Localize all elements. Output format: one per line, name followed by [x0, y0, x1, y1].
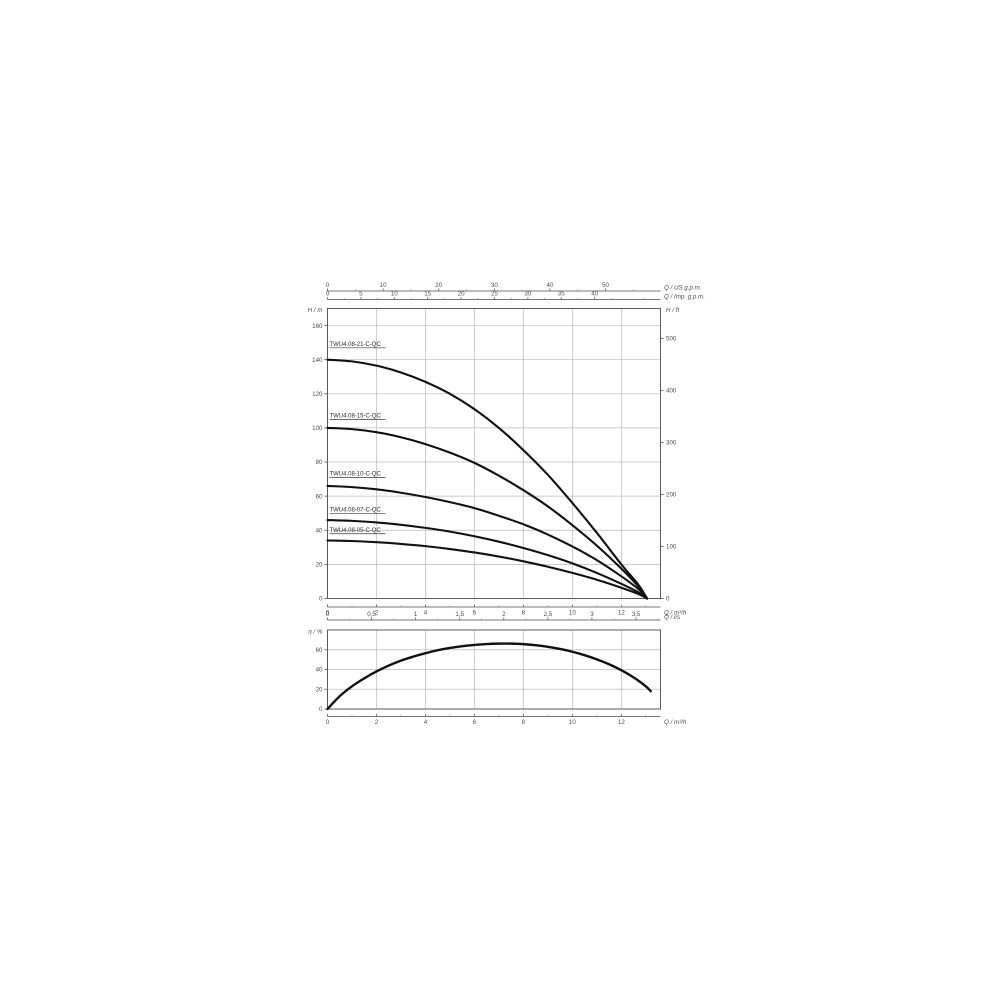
m3h-tick-label-top: 0 [326, 610, 330, 617]
head-y-tick-label: 0 [319, 596, 323, 603]
m3h-tick-label-top: 6 [473, 610, 477, 617]
eff-y-tick-label: 60 [316, 647, 323, 654]
head-yft-tick-label: 400 [666, 388, 677, 395]
usgpm-tick-label: 0 [326, 282, 330, 289]
m3h-tick-label-bottom: 0 [326, 719, 330, 726]
usgpm-tick-label: 50 [602, 282, 609, 289]
head-y-tick-label: 80 [316, 459, 323, 466]
ls-tick-label-upper: 0 [326, 611, 330, 618]
head-yft-tick-label: 0 [666, 596, 670, 603]
impgpm-axis-title: Q / Imp. g.p.m. [664, 293, 705, 300]
eff-y-tick-label: 20 [316, 686, 323, 693]
head-curve-5 [326, 539, 649, 600]
ls-tick-label-upper: 3 [590, 611, 594, 618]
ls-tick-label-upper: 0,5 [367, 611, 376, 618]
eff-y-tick-label: 0 [319, 706, 323, 713]
head-yft-tick-label: 100 [666, 544, 677, 551]
impgpm-tick-label: 5 [359, 291, 363, 298]
m3h-tick-label-bottom: 12 [618, 719, 625, 726]
head-curve-3 [326, 484, 649, 600]
m3h-tick-label-top: 12 [618, 610, 625, 617]
m3h-tick-label-top: 8 [522, 610, 526, 617]
head-yft-tick-label: 500 [666, 336, 677, 343]
head-plot-frame [327, 308, 661, 599]
impgpm-tick-label: 0 [326, 291, 330, 298]
ls-tick-label-upper: 3,5 [632, 611, 641, 618]
usgpm-tick-label: 20 [435, 282, 442, 289]
head-yft-axis-title: H / ft [666, 307, 679, 314]
head-curve-label-5: TWU4.08-05-C-QC [329, 528, 381, 534]
head-y-tick-label: 140 [312, 357, 323, 364]
head-curve-label-2: TWU4.08-15-C-QC [329, 414, 381, 420]
usgpm-tick-label: 10 [380, 282, 387, 289]
m3h-tick-label-bottom: 6 [473, 719, 477, 726]
head-y-tick-label: 20 [316, 562, 323, 569]
head-curve-label-3: TWU4.08-10-C-QC [329, 472, 381, 478]
impgpm-tick-label: 15 [424, 291, 431, 298]
eff-plot-frame [327, 629, 661, 710]
ls-tick-label-upper: 1,5 [455, 611, 464, 618]
eff-y-tick-label: 40 [316, 667, 323, 674]
m3h-tick-label-bottom: 4 [424, 719, 428, 726]
head-y-axis-title: H / m [308, 307, 323, 314]
impgpm-tick-label: 35 [558, 291, 565, 298]
head-yft-tick-label: 200 [666, 492, 677, 499]
m3h-axis-title-bottom: Q / m³/h [664, 719, 687, 726]
m3h-tick-label-bottom: 10 [569, 719, 576, 726]
usgpm-axis-title: Q / US g.p.m. [664, 285, 701, 292]
ls-tick-label-upper: 2 [502, 611, 506, 618]
head-y-tick-label: 100 [312, 425, 323, 432]
head-curve-1 [326, 358, 649, 600]
impgpm-tick-label: 40 [591, 291, 598, 298]
head-y-tick-label: 160 [312, 323, 323, 330]
head-curve-label-4: TWU4.08-07-C-QC [329, 508, 381, 514]
m3h-tick-label-top: 2 [375, 610, 379, 617]
ls-tick-label-upper: 1 [414, 611, 418, 618]
head-y-tick-label: 60 [316, 493, 323, 500]
m3h-tick-label-bottom: 8 [522, 719, 526, 726]
m3h-axis-title-top: Q / m³/h [664, 610, 687, 617]
impgpm-tick-label: 10 [391, 291, 398, 298]
ls-axis-title-upper: Q / l/s [664, 614, 680, 621]
impgpm-tick-label: 30 [524, 291, 531, 298]
head-y-tick-label: 40 [316, 527, 323, 534]
ls-tick-label-upper: 2,5 [544, 611, 553, 618]
usgpm-tick-label: 40 [547, 282, 554, 289]
impgpm-tick-label: 20 [458, 291, 465, 298]
head-yft-tick-label: 300 [666, 440, 677, 447]
head-curve-2 [326, 426, 649, 600]
m3h-tick-label-bottom: 2 [375, 719, 379, 726]
m3h-tick-label-top: 4 [424, 610, 428, 617]
m3h-tick-label-top: 10 [569, 610, 576, 617]
usgpm-tick-label: 30 [491, 282, 498, 289]
impgpm-tick-label: 25 [491, 291, 498, 298]
head-y-tick-label: 120 [312, 391, 323, 398]
eff-y-axis-title: η / % [308, 629, 323, 636]
efficiency-curve [326, 642, 652, 711]
head-curve-4 [326, 518, 649, 600]
head-curve-label-1: TWU4.08-21-C-QC [329, 342, 381, 348]
